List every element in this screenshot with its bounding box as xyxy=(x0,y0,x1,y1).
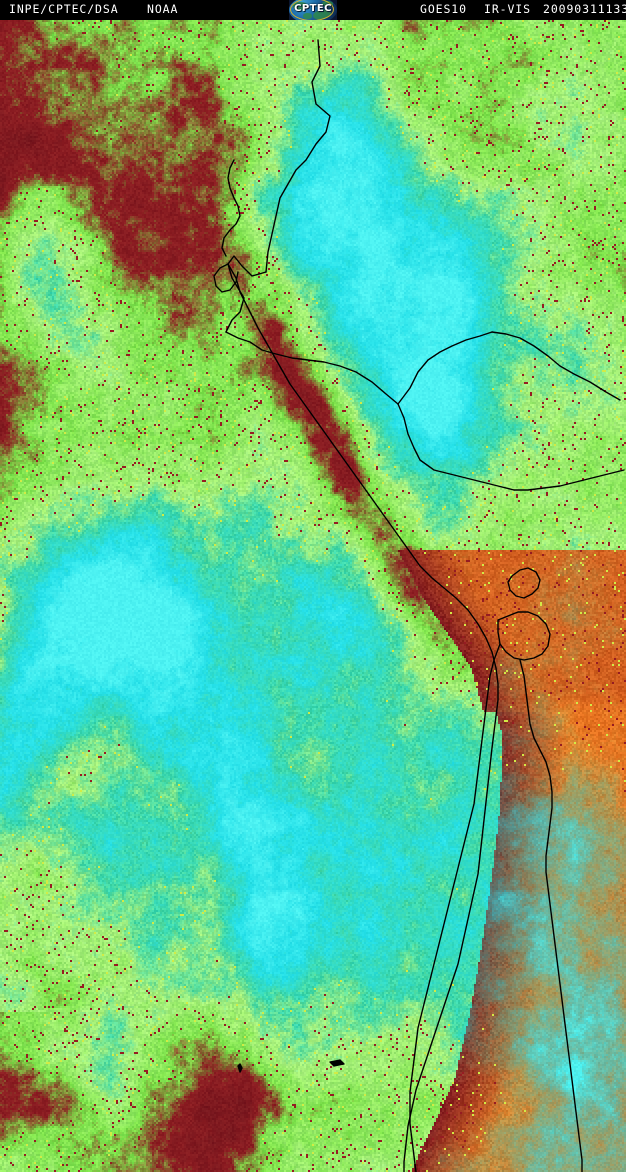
globe-ring xyxy=(290,0,334,20)
header-channel-label: IR-VIS xyxy=(484,2,531,16)
header-agency-label: INPE/CPTEC/DSA xyxy=(9,2,119,16)
satellite-image-canvas xyxy=(0,20,626,1172)
cptec-logo-label: CPTEC xyxy=(294,3,332,14)
cptec-logo: CPTEC xyxy=(289,0,337,20)
header-source-label: NOAA xyxy=(147,2,179,16)
satellite-image xyxy=(0,20,626,1172)
header-timestamp-label: 200903111330 xyxy=(543,2,626,16)
header-satellite-label: GOES10 xyxy=(420,2,467,16)
image-header-bar: INPE/CPTEC/DSA NOAA CPTEC GOES10 IR-VIS … xyxy=(0,0,626,20)
